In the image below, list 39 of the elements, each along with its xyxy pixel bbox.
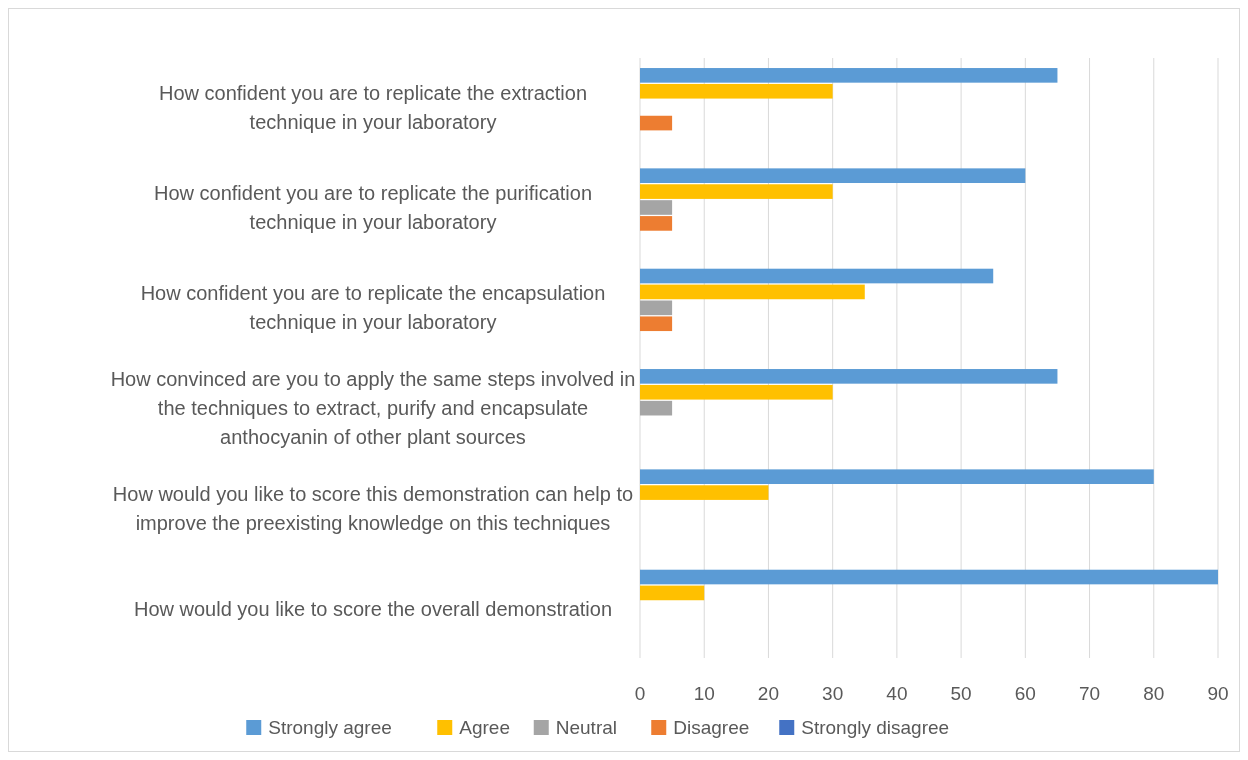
legend-label: Neutral: [555, 717, 617, 738]
bar: [640, 284, 865, 300]
y-tick-label: How would you like to score the overall demonstration: [133, 597, 613, 620]
x-tick-label: 70: [1078, 683, 1101, 704]
bar: [640, 83, 833, 99]
x-tick-label: 80: [1143, 683, 1165, 704]
bar: [640, 168, 1026, 183]
bar: [640, 200, 673, 215]
x-tick-label: 20: [757, 683, 780, 704]
bar: [640, 384, 833, 400]
legend-label: Disagree: [673, 717, 750, 738]
bar: [640, 268, 994, 284]
bar: [640, 300, 673, 316]
bar: [640, 569, 1218, 585]
y-tick-label: How confident you are to replicate the encapsulation technique in your laboratory: [140, 282, 606, 334]
legend-label: Strongly disagree: [801, 717, 950, 738]
bar: [640, 469, 1154, 485]
bar: [640, 316, 673, 332]
bar: [640, 184, 833, 199]
legend-label: Agree: [459, 717, 510, 738]
bar: [640, 216, 673, 231]
x-tick-label: 60: [1014, 683, 1036, 704]
bar: [640, 585, 705, 601]
x-tick-label: 50: [950, 683, 972, 704]
x-tick-label: 10: [693, 683, 715, 704]
y-tick-label: How convinced are you to apply the same steps involved in the techniques to extract, purify and encapsulate anthocyanin of other plant sources: [110, 368, 636, 449]
x-tick-label: 0: [634, 683, 646, 704]
bar: [640, 115, 673, 131]
legend-label: Strongly agree: [268, 717, 392, 738]
bar: [640, 485, 769, 500]
bar: [640, 369, 1058, 384]
x-tick-label: 30: [822, 683, 844, 704]
bar: [640, 68, 1058, 83]
x-tick-label: 90: [1207, 683, 1229, 704]
y-tick-label: How confident you are to replicate the purification technique in your laboratory: [153, 182, 593, 233]
y-tick-label: How would you like to score this demonstration can help to improve the preexisting knowledge on this techniques: [112, 483, 634, 534]
bar: [640, 400, 673, 416]
y-tick-label: How confident you are to replicate the extraction technique in your laboratory: [158, 81, 588, 133]
x-tick-label: 40: [886, 683, 908, 704]
